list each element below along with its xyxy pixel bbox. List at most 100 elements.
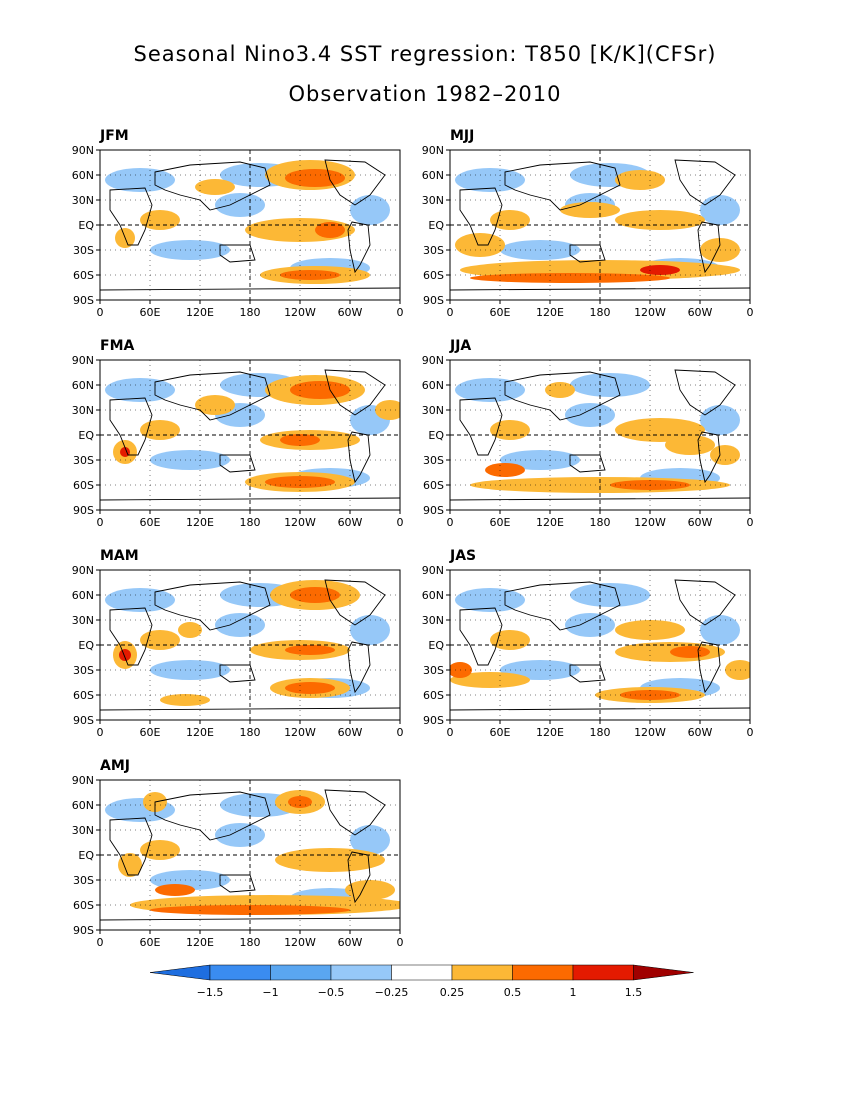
lat-tick-label: 30S <box>73 244 94 257</box>
lon-tick-label: 180 <box>240 306 261 319</box>
anomaly-region <box>315 222 345 238</box>
anomaly-region <box>119 649 131 661</box>
colorbar-svg: −1.5 −1 −0.5 −0.25 0.25 0.5 1 1.5 <box>149 964 694 999</box>
lon-tick-label: 60W <box>688 306 713 319</box>
anomaly-region <box>215 193 265 217</box>
colorbar-legend: −1.5 −1 −0.5 −0.25 0.25 0.5 1 1.5 <box>149 960 700 1005</box>
map-panel-jfm: JFM 90N 60N 30N EQ 30S 60S 90S 0 60E 120E 180 120W 60… <box>72 128 430 338</box>
coastline <box>450 287 750 291</box>
coastline <box>109 187 153 246</box>
anomaly-region <box>290 381 350 399</box>
colorbar-end-high <box>633 964 694 981</box>
coastline <box>109 397 153 456</box>
lat-tick-label: 60N <box>72 799 94 812</box>
lon-tick-label: 60W <box>338 726 363 739</box>
anomaly-region <box>615 210 705 230</box>
colorbar-end-low <box>149 964 211 981</box>
anomaly-region <box>350 195 390 225</box>
anomaly-region <box>450 672 530 688</box>
coastline <box>674 159 736 206</box>
lat-tick-label: EQ <box>78 219 94 232</box>
lat-tick-label: EQ <box>78 639 94 652</box>
anomaly-region <box>565 613 615 637</box>
lat-tick-label: 60N <box>72 379 94 392</box>
lat-tick-label: 60S <box>73 689 94 702</box>
lon-tick-label: 60W <box>338 936 363 949</box>
lon-tick-label: 60W <box>338 306 363 319</box>
lon-tick-label: 180 <box>240 936 261 949</box>
lon-tick-label: 0 <box>747 516 754 529</box>
lon-tick-label: 0 <box>97 726 104 739</box>
lon-tick-label: 60E <box>140 726 161 739</box>
lon-tick-label: 60E <box>140 516 161 529</box>
coastline <box>504 371 621 421</box>
lon-tick-label: 60E <box>140 936 161 949</box>
map-panel-jja: JJA 90N 60N 30N EQ 30S 60S 90S 0 60E 120E 180 120W 60… <box>422 338 780 548</box>
lon-tick-label: 180 <box>590 516 611 529</box>
coastline <box>154 791 271 841</box>
lat-tick-label: 30S <box>73 874 94 887</box>
anomaly-region <box>265 476 335 488</box>
anomaly-region <box>615 170 665 190</box>
coastline <box>674 369 736 416</box>
lon-tick-label: 60E <box>490 306 511 319</box>
lat-tick-label: 30N <box>72 404 94 417</box>
panel-label: MAM <box>100 548 139 564</box>
anomaly-region <box>215 613 265 637</box>
lon-tick-label: 120W <box>284 306 316 319</box>
anomaly-region <box>710 445 740 465</box>
lon-tick-label: 0 <box>97 306 104 319</box>
anomaly-region <box>350 615 390 645</box>
panel-label: MJJ <box>450 128 475 144</box>
coastline <box>100 917 400 921</box>
lon-tick-label: 120E <box>536 516 564 529</box>
coastline <box>569 664 606 683</box>
lat-tick-label: 90S <box>73 924 94 937</box>
coastline <box>100 287 400 291</box>
coastline <box>569 454 606 473</box>
coastline <box>154 581 271 631</box>
map-panel-mjj: MJJ 90N 60N 30N EQ 30S 60S 90S 0 60E 120E 180 120W 60… <box>422 128 780 338</box>
anomaly-region <box>215 823 265 847</box>
lat-tick-label: 30S <box>73 664 94 677</box>
anomaly-region <box>560 202 620 218</box>
chart-title: Seasonal Nino3.4 SST regression: T850 [K… <box>133 42 717 66</box>
colorbar-level-label: 1.5 <box>625 986 643 999</box>
lon-tick-label: 0 <box>447 726 454 739</box>
lon-tick-label: 180 <box>240 516 261 529</box>
lat-tick-label: EQ <box>78 849 94 862</box>
lat-tick-label: 90S <box>73 714 94 727</box>
lat-tick-label: EQ <box>428 429 444 442</box>
lat-tick-label: 30N <box>422 194 444 207</box>
coastline <box>109 607 153 666</box>
lat-tick-label: 90N <box>72 144 94 157</box>
lon-tick-label: 120W <box>634 726 666 739</box>
lat-tick-label: 90N <box>72 354 94 367</box>
lon-tick-label: 0 <box>747 726 754 739</box>
lon-tick-label: 0 <box>747 306 754 319</box>
lon-tick-label: 120E <box>186 936 214 949</box>
anomaly-region <box>640 265 680 275</box>
coastline <box>504 161 621 211</box>
lon-tick-label: 120E <box>186 306 214 319</box>
colorbar-level-label: −0.25 <box>375 986 409 999</box>
anomaly-region <box>288 796 312 808</box>
colorbar-swatch <box>330 964 392 981</box>
anomaly-region <box>700 195 740 225</box>
coastline <box>697 431 721 484</box>
coastline <box>347 851 371 904</box>
lon-tick-label: 60E <box>140 306 161 319</box>
lat-tick-label: 90S <box>73 294 94 307</box>
anomaly-region <box>195 395 235 415</box>
anomaly-region <box>485 463 525 477</box>
lat-tick-label: 30S <box>423 454 444 467</box>
coastline <box>459 607 503 666</box>
colorbar-swatch <box>209 964 271 981</box>
coastline <box>347 641 371 694</box>
coastline <box>109 817 153 876</box>
